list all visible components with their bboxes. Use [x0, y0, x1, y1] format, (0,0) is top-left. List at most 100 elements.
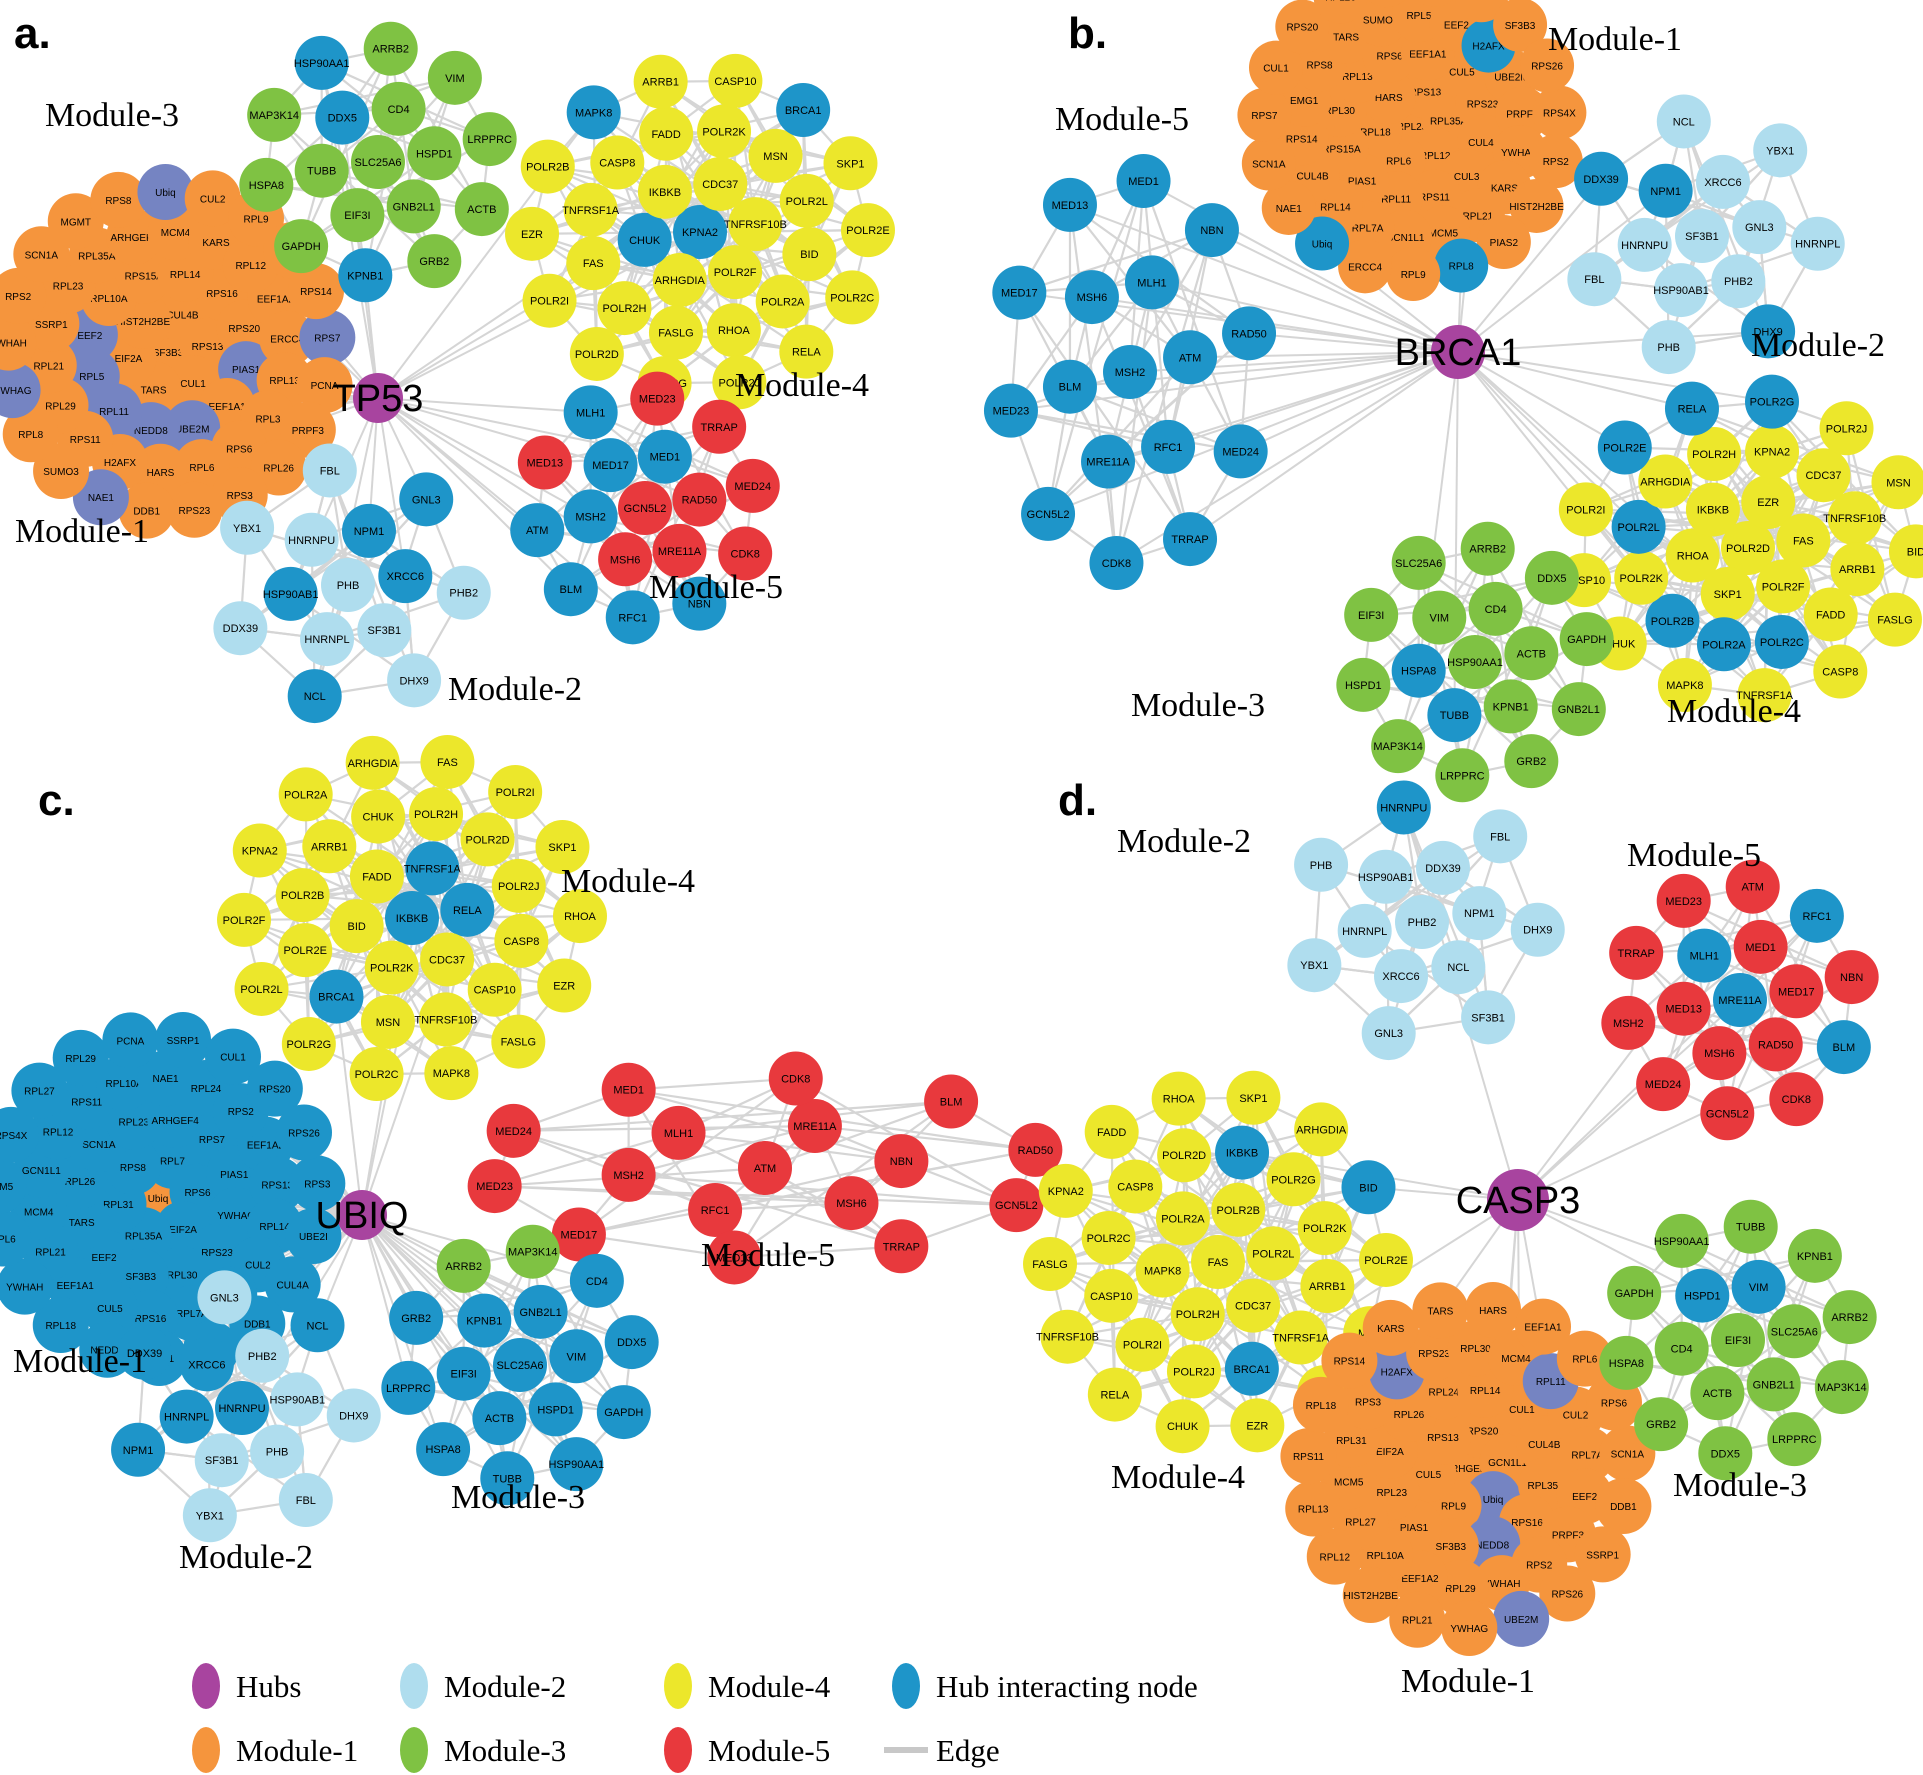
node	[493, 1338, 547, 1392]
node	[389, 1290, 444, 1345]
node-label: MED17	[592, 460, 629, 472]
node-label: KPNB1	[466, 1316, 502, 1328]
node-label: ATM	[754, 1163, 776, 1175]
module-5-nodes: MSH2 MLH1 ATM RFC1 MRE11A BLM MSH6 NBN RAD50 MED2…	[983, 153, 1277, 591]
node-label: RPS15A	[1322, 144, 1361, 155]
node-label: KPNA2	[242, 845, 278, 857]
node	[672, 472, 727, 527]
node-label: EIF2A	[115, 354, 143, 365]
node	[1266, 1152, 1321, 1207]
edge	[678, 1131, 902, 1163]
node	[1656, 94, 1711, 149]
node	[1819, 401, 1874, 456]
node	[1597, 420, 1652, 475]
node	[707, 1230, 762, 1285]
node-label: UBE2I	[299, 1232, 328, 1243]
node-label: RPS6	[1601, 1399, 1628, 1410]
node	[535, 820, 590, 875]
node-label: POLR2A	[284, 789, 328, 801]
node-label: RPS2	[1526, 1561, 1553, 1572]
node-label: MGMT	[60, 217, 91, 228]
node-label: CUL2	[245, 1260, 271, 1271]
node-label: SCN1A	[1252, 159, 1286, 170]
node	[779, 173, 834, 228]
node	[330, 188, 385, 243]
edge	[1660, 1226, 1752, 1425]
node-label: POLR2I	[1123, 1340, 1162, 1352]
node	[246, 1060, 303, 1117]
node	[1515, 1298, 1572, 1355]
node-label: RPL29	[1445, 1584, 1476, 1595]
node	[1607, 1265, 1662, 1320]
node-label: RPL18	[1360, 128, 1391, 139]
node-label: ARRB2	[372, 44, 409, 56]
node-label: RPL5	[79, 372, 104, 383]
node-label: CASP8	[599, 158, 635, 170]
node	[1776, 513, 1831, 568]
node-label: RHOA	[1677, 551, 1709, 563]
node	[405, 841, 460, 896]
node	[1135, 1243, 1190, 1298]
node-label: RPS3	[1355, 1398, 1382, 1409]
node	[274, 219, 329, 274]
node	[296, 357, 353, 414]
node-label: RPL6	[1572, 1355, 1597, 1366]
hub-node	[353, 373, 403, 423]
node	[1211, 1182, 1266, 1237]
node-label: SLC25A6	[1771, 1326, 1818, 1338]
module-label: Module-4	[561, 863, 695, 900]
node-label: CUL5	[1416, 1470, 1442, 1481]
node-label: NAE1	[152, 1074, 179, 1085]
node	[1611, 499, 1666, 554]
node-label: EEF1A1	[57, 1281, 95, 1292]
edge	[341, 116, 436, 262]
node-label: RPL14	[170, 270, 201, 281]
node-label: SF3B1	[205, 1455, 239, 1467]
node	[32, 1297, 89, 1354]
node	[1824, 950, 1879, 1005]
node-label: RFC1	[1803, 911, 1832, 923]
node	[1021, 486, 1076, 541]
node-label: HSPA8	[425, 1444, 460, 1456]
node	[549, 1329, 604, 1384]
edge	[1457, 190, 1667, 353]
node	[302, 819, 357, 874]
edge	[1018, 229, 1213, 294]
node-label: YWHAH	[1483, 1579, 1520, 1590]
node-label: CDK8	[731, 548, 760, 560]
node-label: MAP3K14	[1373, 741, 1423, 753]
node	[1711, 254, 1766, 309]
node-label: RPL6	[189, 463, 214, 474]
node	[639, 106, 694, 161]
module-label: Module-1	[13, 1343, 147, 1380]
node	[728, 197, 783, 252]
node-label: CUL4B	[1296, 171, 1329, 182]
node-label: MED1	[613, 1085, 644, 1097]
node	[1292, 1376, 1349, 1433]
node	[1184, 203, 1239, 258]
node-label: RPL12	[1420, 151, 1451, 162]
node-label: HIST2H2BE	[1344, 1591, 1399, 1602]
node-label: GCN5L2	[1027, 509, 1070, 521]
node	[1803, 587, 1858, 642]
node-label: RAD50	[1231, 328, 1266, 340]
node	[840, 203, 895, 258]
node-label: SCN1A	[1611, 1449, 1645, 1460]
node	[1108, 1159, 1163, 1214]
node	[159, 1389, 214, 1444]
node-label: RPL26	[263, 464, 294, 475]
node-label: RPS7	[1251, 111, 1278, 122]
node	[692, 399, 747, 454]
node-label: POLR2F	[714, 267, 757, 279]
node-label: ARHGDIA	[1640, 477, 1691, 489]
node-label: ARHGEF4	[110, 233, 158, 244]
edge	[699, 229, 869, 234]
edge	[1701, 1294, 1796, 1440]
node-label: BID	[1359, 1182, 1377, 1194]
node	[1465, 1281, 1522, 1338]
node	[287, 263, 344, 320]
node	[652, 523, 707, 578]
node	[472, 1391, 527, 1446]
node-label: HARS	[1479, 1306, 1507, 1317]
node-label: PHB	[1657, 342, 1680, 354]
